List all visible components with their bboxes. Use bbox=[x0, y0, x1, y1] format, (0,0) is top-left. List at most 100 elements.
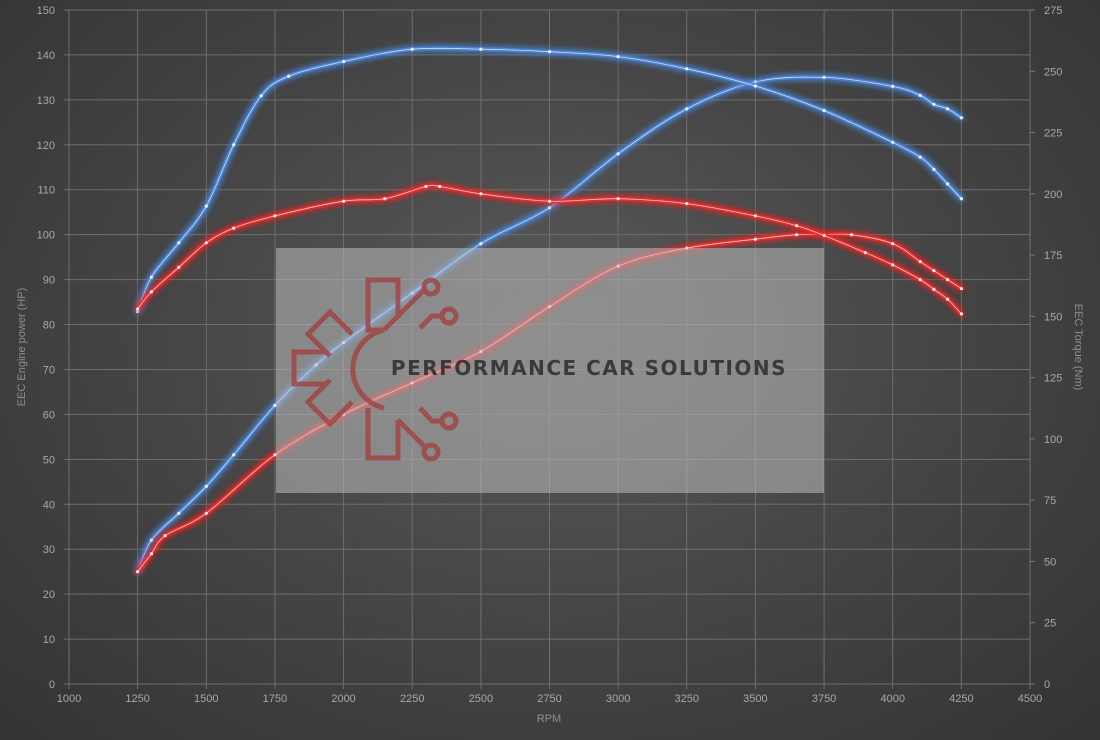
data-point bbox=[204, 241, 208, 245]
x-tick-label: 2750 bbox=[537, 693, 561, 705]
data-point bbox=[932, 269, 936, 273]
data-point bbox=[822, 233, 826, 238]
data-point bbox=[149, 290, 153, 294]
data-point bbox=[383, 197, 387, 201]
data-point bbox=[795, 224, 799, 228]
data-point bbox=[547, 206, 552, 210]
data-point bbox=[753, 84, 758, 88]
data-point bbox=[273, 453, 277, 457]
data-point bbox=[959, 312, 964, 316]
data-point bbox=[795, 233, 799, 237]
right-tick-label: 150 bbox=[1044, 311, 1062, 323]
data-point bbox=[932, 102, 936, 106]
data-point bbox=[438, 184, 442, 189]
data-point bbox=[479, 47, 483, 51]
right-tick-label: 225 bbox=[1044, 128, 1062, 140]
data-point bbox=[342, 59, 346, 64]
data-point bbox=[946, 297, 950, 301]
data-point bbox=[918, 93, 922, 97]
data-point bbox=[204, 484, 208, 488]
data-point bbox=[891, 140, 895, 144]
data-point bbox=[753, 214, 758, 218]
left-axis-ticks: 0 10 20 30 40 50 60 70 80 90 100 110 120 130 140 150 bbox=[37, 5, 55, 691]
data-point bbox=[753, 80, 758, 84]
left-tick-label: 10 bbox=[43, 634, 55, 646]
data-point bbox=[149, 275, 153, 279]
data-point bbox=[616, 197, 620, 201]
series-line-core bbox=[137, 76, 962, 572]
data-point bbox=[547, 50, 552, 54]
data-point bbox=[932, 287, 936, 291]
data-point bbox=[932, 167, 936, 171]
data-point bbox=[410, 47, 414, 51]
x-tick-label: 4000 bbox=[880, 693, 904, 705]
data-point bbox=[918, 278, 922, 282]
data-point bbox=[918, 260, 922, 264]
left-tick-label: 150 bbox=[37, 5, 55, 17]
left-tick-label: 120 bbox=[37, 140, 55, 152]
left-tick-label: 40 bbox=[43, 499, 55, 511]
data-point bbox=[424, 184, 428, 189]
data-point bbox=[177, 511, 181, 515]
x-tick-label: 1500 bbox=[194, 693, 218, 705]
right-tick-label: 200 bbox=[1044, 189, 1062, 201]
watermark: PERFORMANCE CAR SOLUTIONS bbox=[276, 248, 824, 493]
data-point bbox=[163, 534, 167, 538]
data-point bbox=[232, 453, 236, 457]
data-point bbox=[149, 552, 153, 556]
data-point bbox=[342, 199, 346, 203]
right-tick-label: 50 bbox=[1044, 556, 1056, 568]
right-tick-label: 25 bbox=[1044, 618, 1056, 630]
data-point bbox=[204, 511, 208, 515]
data-point bbox=[891, 263, 895, 267]
watermark-text: PERFORMANCE CAR SOLUTIONS bbox=[391, 356, 787, 380]
data-point bbox=[136, 570, 140, 574]
left-tick-label: 110 bbox=[37, 185, 55, 197]
left-tick-label: 90 bbox=[43, 275, 55, 287]
data-point bbox=[959, 287, 964, 291]
left-tick-label: 60 bbox=[43, 409, 55, 421]
data-point bbox=[547, 199, 552, 203]
data-point bbox=[136, 307, 140, 311]
series-line-core bbox=[137, 47, 962, 312]
x-tick-label: 3750 bbox=[812, 693, 836, 705]
data-point bbox=[946, 182, 950, 186]
left-axis-title: EEC Engine power (HP) bbox=[16, 288, 28, 407]
series-1-right bbox=[135, 46, 964, 314]
data-point bbox=[177, 241, 181, 245]
left-tick-label: 0 bbox=[49, 679, 55, 691]
x-tick-label: 1750 bbox=[263, 693, 287, 705]
x-tick-label: 1250 bbox=[125, 693, 149, 705]
data-point bbox=[891, 84, 895, 88]
data-point bbox=[946, 107, 950, 111]
x-axis-title: RPM bbox=[537, 713, 561, 725]
right-axis-ticks: 0 25 50 75 100 125 150 175 200 225 250 275 bbox=[1030, 5, 1062, 691]
gear-circuit-logo bbox=[291, 277, 459, 462]
data-point bbox=[753, 237, 758, 241]
left-tick-label: 70 bbox=[43, 364, 55, 376]
x-tick-label: 4250 bbox=[949, 693, 973, 705]
right-axis-title: EEC Torque (Nm) bbox=[1072, 304, 1084, 391]
x-tick-label: 2250 bbox=[400, 693, 424, 705]
data-point bbox=[863, 251, 867, 255]
data-point bbox=[685, 202, 689, 206]
right-tick-label: 0 bbox=[1044, 679, 1050, 691]
data-point bbox=[822, 75, 826, 79]
data-point bbox=[149, 538, 153, 542]
data-point bbox=[849, 233, 854, 237]
x-tick-label: 1000 bbox=[57, 693, 81, 705]
right-tick-label: 175 bbox=[1044, 250, 1062, 262]
data-point bbox=[891, 242, 895, 246]
data-point bbox=[685, 67, 689, 71]
data-point bbox=[616, 152, 620, 156]
right-tick-label: 100 bbox=[1044, 434, 1062, 446]
left-tick-label: 130 bbox=[37, 95, 55, 107]
left-tick-label: 100 bbox=[37, 230, 55, 242]
data-point bbox=[616, 55, 620, 59]
data-point bbox=[177, 265, 181, 269]
series-group bbox=[135, 46, 964, 574]
x-tick-label: 3000 bbox=[606, 693, 630, 705]
right-tick-label: 250 bbox=[1044, 66, 1062, 78]
x-axis-ticks: 1000 1250 1500 1750 2000 2250 2500 2750 3000 3250… bbox=[57, 693, 1042, 705]
